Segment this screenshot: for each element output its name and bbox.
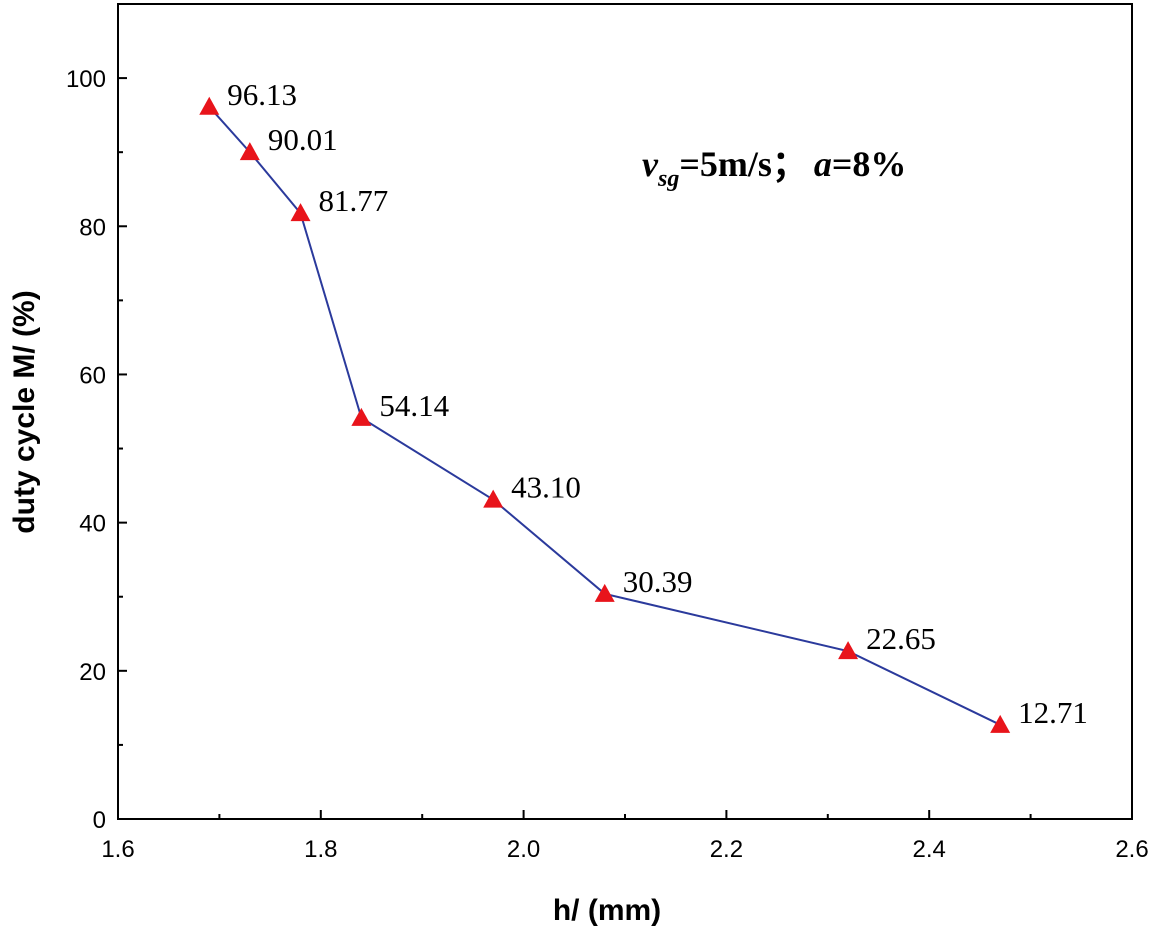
x-tick-label: 1.8 [304, 836, 337, 863]
data-point-marker [990, 714, 1011, 733]
data-label: 30.39 [623, 564, 693, 599]
x-tick-label: 2.6 [1115, 836, 1148, 863]
y-tick-label: 100 [66, 66, 106, 93]
x-tick-label: 2.4 [913, 836, 946, 863]
data-markers [199, 96, 1011, 733]
data-label: 81.77 [319, 183, 389, 218]
data-label: 90.01 [268, 122, 338, 157]
data-point-marker [290, 203, 311, 222]
data-label: 22.65 [866, 621, 936, 656]
y-tick-label: 20 [79, 659, 106, 686]
series-line [208, 106, 1001, 726]
x-tick-label: 1.6 [101, 836, 134, 863]
x-tick-label: 2.0 [507, 836, 540, 863]
y-tick-label: 80 [79, 214, 106, 241]
x-axis: 1.6 1.8 2.0 2.2 2.4 2.6 [101, 810, 1149, 863]
y-tick-label: 0 [93, 807, 106, 834]
data-label: 96.13 [227, 77, 297, 112]
y-tick-label: 40 [79, 511, 106, 538]
data-labels: 96.13 90.01 81.77 54.14 43.10 30.39 22.65 12.71 [227, 77, 1088, 730]
data-point-marker [199, 96, 220, 115]
condition-annotation: vsg=5m/s； a=8% [642, 144, 906, 192]
y-axis: 0 20 40 60 80 100 [66, 66, 127, 834]
y-axis-title: duty cycle M/ (%) [8, 290, 41, 533]
x-axis-title: h/ (mm) [553, 894, 661, 927]
data-point-marker [838, 641, 859, 660]
data-point-marker [239, 142, 260, 161]
data-label: 54.14 [379, 388, 449, 423]
data-label: 43.10 [511, 470, 581, 505]
data-point-marker [351, 407, 372, 426]
data-point-marker [594, 583, 615, 602]
y-tick-label: 60 [79, 362, 106, 389]
x-tick-label: 2.2 [710, 836, 743, 863]
data-point-marker [483, 489, 504, 508]
data-label: 12.71 [1018, 695, 1088, 730]
